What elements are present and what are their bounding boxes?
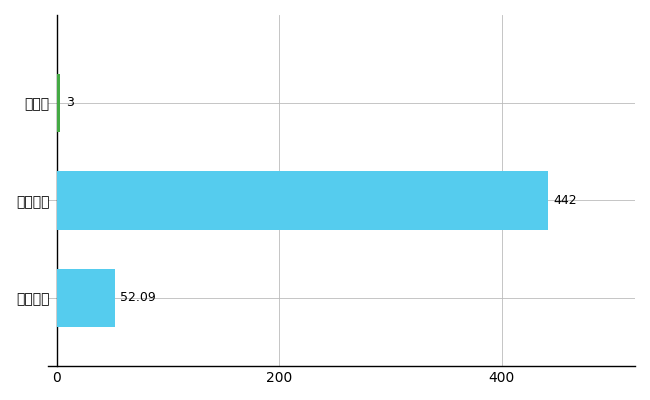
Bar [57, 74, 60, 132]
Bar [57, 171, 548, 230]
Bar [57, 269, 114, 327]
Text: 3: 3 [66, 96, 73, 109]
Text: 52.09: 52.09 [120, 291, 156, 304]
Text: 442: 442 [554, 194, 577, 207]
